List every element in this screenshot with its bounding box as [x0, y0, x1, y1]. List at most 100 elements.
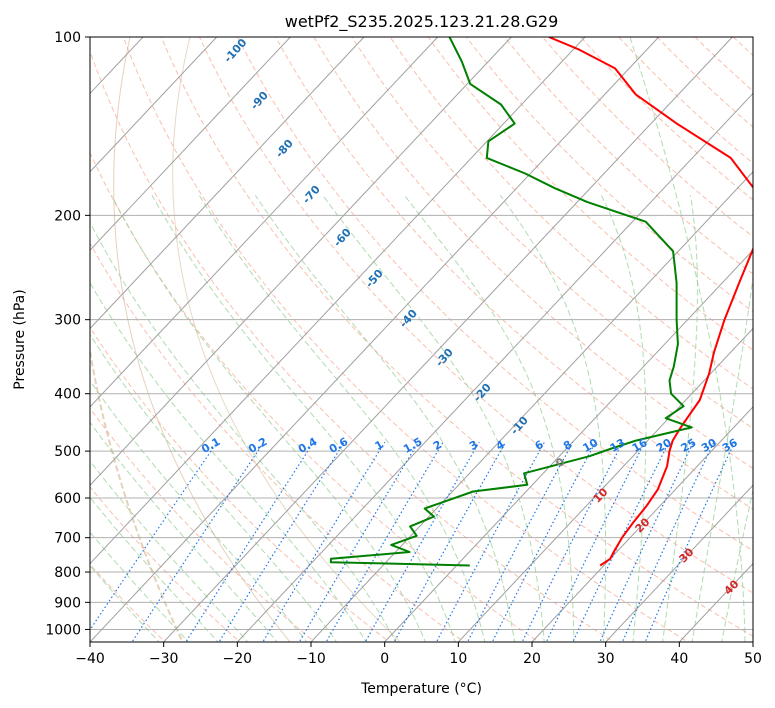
moist-adiabat [198, 195, 486, 642]
mixing-ratio-line [325, 441, 444, 642]
dry-adiabat [465, 37, 753, 313]
isotherm-gridlines [90, 37, 753, 642]
x-axis-ticks: −40 −30 −20 −10 0 10 20 30 40 50 [75, 642, 762, 667]
isotherm-line [310, 171, 753, 642]
moist-adiabat [499, 195, 607, 642]
x-tick-label: 50 [744, 651, 762, 667]
isotherm-line [90, 37, 218, 173]
dry-adiabat [237, 37, 753, 552]
y-tick-label: 500 [54, 444, 81, 460]
isotherm-line [457, 327, 753, 642]
dry-adiabat [122, 37, 690, 642]
isotherm-line [90, 37, 439, 408]
moist-adiabat [151, 195, 456, 642]
dry-adiabat [275, 37, 753, 510]
moist-adiabat [90, 281, 367, 642]
reference-arc [90, 47, 184, 642]
reference-arc [629, 37, 746, 642]
x-tick-label: 10 [449, 651, 467, 667]
isotherm-line [384, 249, 753, 642]
y-tick-label: 900 [54, 595, 81, 611]
x-axis-label: Temperature (°C) [360, 681, 482, 697]
y-tick-label: 1000 [45, 622, 81, 638]
mixing-ratio-line [644, 441, 736, 642]
moist-adiabat [601, 195, 647, 642]
y-tick-label: 300 [54, 313, 81, 329]
mixing-ratio-line [545, 441, 646, 642]
mixing-ratio-line [298, 441, 419, 642]
isotherm-line [163, 37, 733, 642]
x-tick-label: 40 [670, 651, 688, 667]
moist-adiabat [721, 487, 753, 642]
dry-adiabats [90, 37, 753, 642]
dry-adiabat [503, 37, 753, 275]
x-tick-label: 20 [523, 651, 541, 667]
mixing-ratio-line [599, 441, 694, 642]
isotherm-line [531, 406, 753, 642]
y-tick-label: 700 [54, 531, 81, 547]
dry-adiabat [90, 407, 316, 642]
chart-title: wetPf2_S235.2025.123.21.28.G29 [285, 12, 559, 32]
mixing-ratio-line [393, 441, 507, 642]
isotherm-line [236, 92, 753, 642]
moist-adiabat [90, 496, 219, 642]
moist-adiabat [662, 195, 698, 642]
x-tick-label: −10 [296, 651, 326, 667]
reference-arc [172, 37, 401, 642]
y-tick-label: 800 [54, 565, 81, 581]
moist-adiabat [90, 460, 249, 642]
dry-adiabat [198, 37, 753, 594]
isobar-gridlines [90, 37, 753, 630]
mixing-ratio-lines [90, 441, 736, 642]
dry-adiabat [160, 37, 753, 637]
dry-adiabat [351, 37, 753, 429]
dewpoint-profile-line [329, 37, 693, 567]
y-tick-label: 600 [54, 491, 81, 507]
profile-series [329, 37, 753, 567]
mixing-ratio-line [521, 441, 624, 642]
x-tick-label: 30 [597, 651, 615, 667]
y-axis-ticks: 1000 900 800 700 600 500 400 300 200 100 [45, 30, 90, 638]
moist-adiabat [404, 194, 575, 642]
mixing-ratio-line [90, 441, 218, 631]
plot-frame [89, 36, 754, 643]
moist-adiabat [90, 333, 338, 642]
moist-adiabat [90, 421, 278, 642]
moist-adiabat [322, 195, 545, 642]
dry-adiabat [618, 37, 753, 164]
dry-adiabat [90, 49, 615, 642]
isotherm-line [90, 37, 660, 642]
isotherm-line [90, 37, 291, 251]
y-tick-label: 100 [54, 30, 81, 46]
mixing-ratio-line [262, 441, 386, 642]
mixing-ratio-line [621, 441, 715, 642]
reference-arcs [90, 37, 746, 642]
mixing-ratio-line [572, 441, 670, 642]
dry-adiabat [580, 37, 753, 201]
isotherm-line [605, 484, 753, 642]
x-tick-label: −30 [149, 651, 179, 667]
y-tick-label: 200 [54, 208, 81, 224]
moist-adiabat [90, 379, 308, 642]
reference-arc [113, 37, 291, 642]
moist-adiabat [254, 195, 516, 642]
dry-adiabat [541, 37, 753, 238]
y-axis-label: Pressure (hPa) [12, 289, 28, 389]
dry-adiabat [90, 151, 540, 642]
dry-adiabat [90, 486, 241, 642]
dry-adiabat [389, 37, 753, 390]
y-tick-label: 400 [54, 387, 81, 403]
x-tick-label: −40 [75, 651, 105, 667]
isotherm-line [90, 37, 586, 565]
isotherm-line [90, 37, 512, 486]
moist-adiabat [691, 273, 753, 642]
x-tick-label: 0 [380, 651, 389, 667]
moist-adiabat [90, 221, 397, 642]
isotherm-line [90, 37, 365, 330]
mixing-ratio-line [131, 441, 265, 642]
mixing-ratio-line [491, 441, 596, 642]
temperature-profile-line [548, 37, 753, 567]
moist-adiabats [90, 194, 753, 642]
